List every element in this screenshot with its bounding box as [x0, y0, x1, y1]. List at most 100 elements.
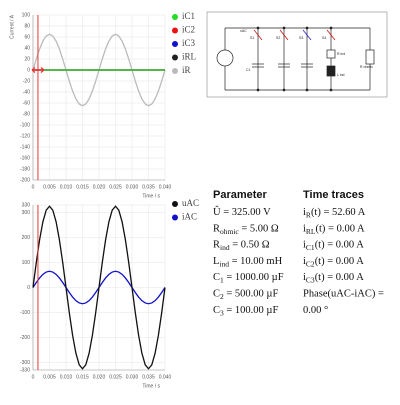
- cell-text: 1: [220, 276, 224, 285]
- circuit-label: L ind: [337, 73, 345, 77]
- y-tick-label: -60: [23, 100, 30, 106]
- circuit-label: C1: [246, 68, 251, 72]
- table-cell: Rohmic = 5.00 Ω: [213, 223, 279, 236]
- cell-text: (t) = 0.00 A: [315, 240, 365, 251]
- cell-text: R: [306, 211, 311, 220]
- legend-label: iC2: [182, 25, 195, 35]
- cell-text: Û: [213, 206, 221, 218]
- cell-text: C: [213, 305, 220, 316]
- x-tick-label: 0.030: [126, 374, 139, 380]
- y-tick-label: 200: [22, 235, 31, 241]
- x-tick-label: 0.010: [60, 184, 73, 190]
- cell-text: 0.00 °: [303, 305, 328, 316]
- y-tick-label: -100: [20, 122, 30, 128]
- x-tick-label: 0.030: [126, 184, 139, 190]
- x-axis-label: Time / s: [142, 193, 160, 199]
- y-tick-label: 300: [22, 210, 31, 216]
- y-tick-label: -20: [23, 78, 30, 84]
- y-axis-label: Current / A: [9, 14, 15, 39]
- table-cell: iC1(t) = 0.00 A: [303, 240, 364, 253]
- cell-text: C2: [306, 259, 315, 268]
- cell-text: = 0.50 Ω: [230, 240, 270, 251]
- y-tick-label: -200: [20, 177, 30, 183]
- y-tick-label: -80: [23, 111, 30, 117]
- legend-label: uAC: [182, 198, 199, 208]
- y-tick-label: -40: [23, 89, 30, 95]
- legend-label: iRL: [182, 52, 196, 62]
- cell-text: (t) = 0.00 A: [316, 223, 366, 234]
- circuit-label: R ind: [337, 52, 345, 56]
- x-tick-label: 0: [32, 374, 35, 380]
- x-tick-label: 0.005: [43, 374, 56, 380]
- legend-marker: [172, 54, 178, 61]
- cell-text: = 325.00 V: [221, 207, 271, 218]
- legend-label: iC1: [182, 11, 195, 21]
- y-tick-label: -300: [20, 360, 30, 366]
- cell-text: L: [213, 256, 219, 267]
- parameter-table: Parameter Time traces Û = 325.00 VRohmic…: [213, 189, 384, 317]
- cursor-handle: [31, 67, 45, 73]
- cell-text: C: [213, 272, 220, 283]
- legend-marker: [172, 68, 178, 74]
- cell-text: = 10.00 mH: [229, 256, 283, 267]
- x-tick-label: 0.015: [76, 374, 89, 380]
- cell-text: ind: [219, 259, 229, 268]
- x-tick-label: 0.035: [142, 184, 155, 190]
- cell-text: C1: [306, 243, 315, 252]
- cell-text: RL: [306, 227, 316, 236]
- legend-marker: [172, 41, 178, 47]
- circuit-label: vAC: [240, 29, 247, 33]
- circuit-label: S2: [276, 36, 280, 40]
- cell-text: (t) = 52.60 A: [311, 207, 366, 218]
- x-tick-label: 0.020: [93, 184, 106, 190]
- x-tick-label: 0.010: [60, 374, 73, 380]
- cell-text: i: [303, 256, 306, 267]
- y-tick-label: -200: [20, 335, 30, 341]
- cell-text: C: [213, 289, 220, 300]
- cell-text: 2: [220, 292, 224, 301]
- cell-text: R: [213, 240, 220, 251]
- y-tick-label: 20: [24, 56, 30, 62]
- y-tick-label: -120: [20, 133, 30, 139]
- x-tick-label: 0.035: [142, 374, 155, 380]
- legend-label: iAC: [182, 212, 197, 222]
- cell-text: = 500.00 µF: [224, 289, 279, 300]
- y-tick-label: 60: [24, 34, 30, 40]
- y-tick-label: 330: [22, 202, 31, 208]
- legend-marker: [172, 14, 178, 20]
- x-tick-label: 0.040: [159, 374, 172, 380]
- circuit-label: R ohmic: [360, 65, 373, 69]
- x-tick-label: 0.025: [109, 374, 122, 380]
- table-cell: C3 = 100.00 µF: [213, 305, 278, 318]
- x-tick-label: 0.040: [159, 184, 172, 190]
- x-axis-label: Time / s: [142, 383, 160, 389]
- series-line: [32, 205, 166, 370]
- y-tick-label: -100: [20, 310, 30, 316]
- table-header: Parameter: [213, 189, 268, 201]
- cell-text: (t) = 0.00 A: [315, 272, 365, 283]
- y-tick-label: -180: [20, 166, 30, 172]
- cell-text: i: [303, 272, 306, 283]
- table-cell: Lind = 10.00 mH: [213, 256, 283, 269]
- y-tick-label: 80: [24, 23, 30, 29]
- legend-marker: [172, 214, 178, 221]
- cell-text: Phase(uAC-iAC) =: [303, 289, 384, 300]
- table-cell: iC2(t) = 0.00 A: [303, 256, 364, 269]
- table-cell: Rind = 0.50 Ω: [213, 240, 270, 253]
- legend-marker: [172, 201, 178, 207]
- cell-text: = 1000.00 µF: [224, 272, 284, 283]
- x-tick-label: 0.015: [76, 184, 89, 190]
- cell-text: (t) = 0.00 A: [315, 256, 365, 267]
- table-cell: C1 = 1000.00 µF: [213, 272, 284, 285]
- circuit: [206, 11, 388, 98]
- cell-text: = 5.00 Ω: [239, 223, 279, 234]
- table-cell: iR(t) = 52.60 A: [303, 207, 366, 220]
- cell-text: R: [213, 223, 220, 234]
- table-cell: iRL(t) = 0.00 A: [303, 223, 365, 236]
- table-cell: 0.00 °: [303, 305, 328, 316]
- y-tick-label: 100: [22, 260, 31, 266]
- cell-text: i: [303, 240, 306, 251]
- table-header: Time traces: [303, 189, 364, 201]
- cell-text: ohmic: [220, 227, 239, 236]
